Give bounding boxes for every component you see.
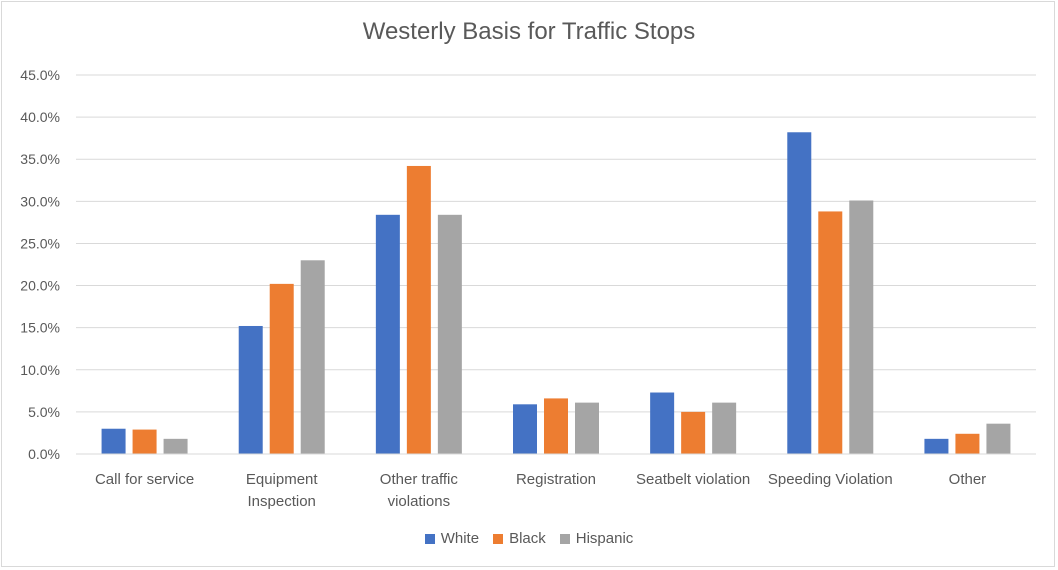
- bar-black: [269, 283, 294, 454]
- bar-black: [681, 411, 706, 454]
- x-tick-label: Registration: [516, 471, 596, 488]
- bar-hispanic: [437, 214, 462, 454]
- bar-black: [818, 211, 843, 454]
- legend-swatch: [559, 533, 570, 544]
- bar-hispanic: [712, 402, 737, 454]
- bar-white: [650, 392, 675, 454]
- y-tick-label: 30.0%: [20, 193, 60, 209]
- x-tick-label: Other traffic violations: [380, 471, 459, 510]
- legend-label: Hispanic: [575, 530, 634, 547]
- x-tick-label: Other: [949, 471, 987, 488]
- x-tick-label: Call for service: [95, 471, 194, 488]
- bar-white: [238, 325, 263, 454]
- y-tick-label: 20.0%: [20, 278, 60, 294]
- bar-white: [101, 428, 126, 454]
- legend-item-black: Black: [493, 530, 546, 547]
- y-tick-label: 35.0%: [20, 151, 60, 167]
- bar-black: [132, 429, 157, 454]
- legend-label: White: [440, 530, 480, 547]
- x-tick-label: Seatbelt violation: [636, 471, 750, 488]
- legend-swatch: [493, 533, 504, 544]
- y-tick-label: 40.0%: [20, 109, 60, 125]
- bar-hispanic: [300, 260, 325, 454]
- bar-white: [513, 404, 537, 454]
- legend-item-white: White: [424, 530, 480, 547]
- bar-black: [544, 398, 568, 454]
- bar-black: [955, 433, 980, 454]
- bar-white: [924, 438, 949, 454]
- y-tick-label: 5.0%: [28, 404, 60, 420]
- bar-hispanic: [163, 438, 188, 454]
- x-tick-label: Speeding Violation: [768, 471, 893, 488]
- x-tick-label: Equipment Inspection: [246, 471, 319, 510]
- y-tick-label: 10.0%: [20, 362, 60, 378]
- y-tick-label: 0.0%: [28, 446, 60, 462]
- bar-black: [406, 165, 431, 454]
- legend-item-hispanic: Hispanic: [559, 530, 634, 547]
- y-tick-label: 25.0%: [20, 235, 60, 251]
- bar-hispanic: [986, 423, 1011, 454]
- bar-white: [375, 214, 400, 454]
- y-tick-label: 45.0%: [20, 67, 60, 83]
- bar-hispanic: [849, 200, 874, 454]
- legend-label: Black: [509, 530, 546, 547]
- bar-hispanic: [575, 402, 599, 454]
- y-tick-label: 15.0%: [20, 320, 60, 336]
- bar-white: [787, 132, 812, 454]
- legend-swatch: [424, 533, 435, 544]
- chart-title: Westerly Basis for Traffic Stops: [362, 18, 696, 45]
- chart-legend: White Black Hispanic: [0, 530, 1058, 547]
